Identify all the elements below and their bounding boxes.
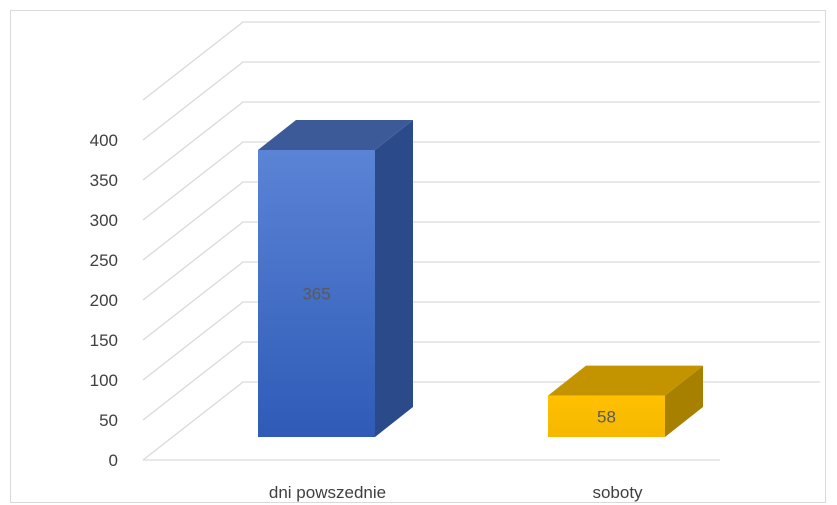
- gridline: [142, 341, 820, 421]
- gridline: [142, 221, 820, 301]
- bar-top: [258, 120, 413, 150]
- bar-top: [548, 365, 703, 396]
- bar-front: [258, 150, 375, 437]
- x-axis-categories: dni powszednie soboty: [269, 483, 643, 502]
- gridline: [142, 181, 820, 261]
- y-tick-label: 300: [90, 211, 118, 230]
- data-label: 58: [597, 407, 616, 426]
- bar: 365: [258, 120, 413, 437]
- data-label: 365: [302, 285, 330, 304]
- gridlines: [142, 21, 820, 461]
- bar-front: [548, 395, 665, 437]
- y-tick-label: 0: [109, 451, 118, 470]
- y-tick-label: 100: [90, 371, 118, 390]
- y-tick-label: 150: [90, 331, 118, 350]
- bar-side: [665, 365, 703, 437]
- bar: 58: [548, 365, 703, 437]
- gridline: [142, 381, 820, 461]
- y-tick-label: 350: [90, 171, 118, 190]
- gridline: [142, 21, 820, 101]
- y-tick-label: 50: [99, 411, 118, 430]
- y-tick-label: 400: [90, 131, 118, 150]
- bar-side: [375, 120, 413, 437]
- gridline: [142, 141, 820, 221]
- gridline: [142, 101, 820, 181]
- chart-area: [10, 10, 826, 503]
- gridline: [142, 261, 820, 341]
- x-category-label: soboty: [592, 483, 643, 502]
- bars: 365 58: [258, 120, 703, 437]
- y-tick-label: 250: [90, 251, 118, 270]
- gridline: [142, 301, 820, 381]
- y-tick-label: 200: [90, 291, 118, 310]
- x-category-label: dni powszednie: [269, 483, 386, 502]
- y-axis-ticks: 0 50 100 150 200 250 300 350 400: [90, 131, 118, 470]
- gridline: [142, 61, 820, 141]
